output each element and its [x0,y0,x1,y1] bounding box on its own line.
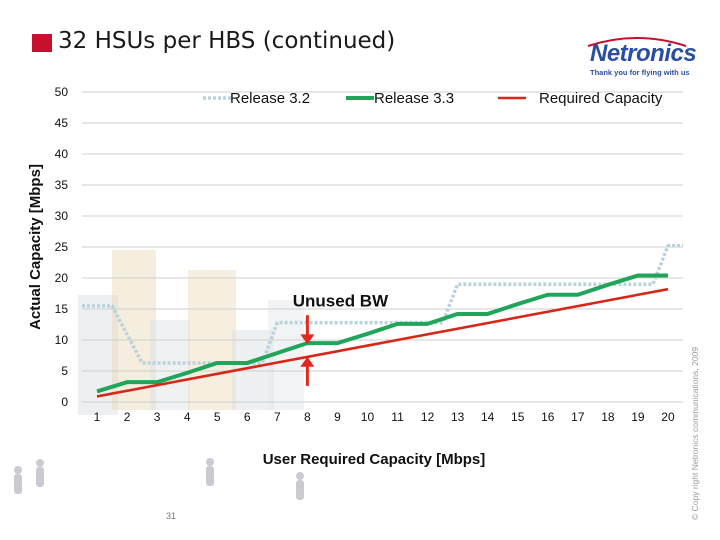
slide-title: 32 HSUs per HBS (continued) [58,28,396,54]
pedestrian-icon [14,466,22,474]
logo-tagline: Thank you for flying with us [590,68,690,77]
pedestrian-icon [296,472,304,480]
x-tick-label: 19 [631,410,645,424]
legend-label: Required Capacity [539,90,663,107]
chart-background [14,250,304,500]
y-tick-label: 10 [55,333,69,347]
y-tick-label: 30 [55,209,69,223]
copyright-notice: © Copy right Netronics communications, 2… [690,346,700,520]
x-tick-label: 17 [571,410,585,424]
netronics-logo: Netronics Thank you for flying with us [582,37,697,84]
y-tick-label: 15 [55,302,69,316]
x-axis-title: User Required Capacity [Mbps] [263,451,486,468]
pedestrian-icon [296,480,304,500]
y-tick-label: 35 [55,178,69,192]
legend-label: Release 3.3 [374,90,454,107]
pedestrian-icon [14,474,22,494]
x-tick-label: 11 [391,410,404,424]
series-line-release-3-3 [96,273,668,394]
x-axis-ticks: 1 2 3 4 5 6 7 8 9 10 11 12 13 14 15 16 17 18 19 20 [94,410,675,424]
y-tick-label: 45 [55,116,69,130]
arrowhead-icon [300,334,315,345]
x-tick-label: 3 [154,410,161,424]
x-tick-label: 20 [661,410,675,424]
chart-annotations: Unused BW [293,291,389,386]
y-tick-label: 50 [55,85,69,99]
y-tick-label: 5 [61,364,68,378]
chart-legend: Release 3.2 Release 3.3 Required Capacity [203,90,663,107]
y-axis-title: Actual Capacity [Mbps] [27,164,44,330]
title-bullet [32,34,52,52]
arrowhead-icon [300,356,315,367]
x-tick-label: 10 [361,410,375,424]
x-tick-label: 4 [184,410,191,424]
x-tick-label: 6 [244,410,251,424]
pedestrian-icon [206,466,214,486]
legend-label: Release 3.2 [230,90,310,107]
x-tick-label: 9 [334,410,341,424]
x-tick-label: 16 [541,410,555,424]
logo-swoosh-icon [587,37,687,47]
x-tick-label: 14 [481,410,495,424]
pedestrian-icon [36,459,44,467]
y-axis-ticks: 0 5 10 15 20 25 30 35 40 45 50 [55,85,69,409]
logo-name: Netronics [590,40,697,67]
chart-series [82,244,683,398]
x-tick-label: 7 [274,410,281,424]
y-tick-label: 25 [55,240,69,254]
x-tick-label: 15 [511,410,525,424]
pedestrian-icon [36,467,44,487]
series-line-required-capacity [96,287,669,398]
x-tick-label: 18 [601,410,615,424]
y-tick-label: 0 [61,395,68,409]
x-tick-label: 13 [451,410,465,424]
x-tick-label: 5 [214,410,221,424]
background-building [150,320,190,410]
y-tick-label: 20 [55,271,69,285]
chart-gridlines [82,91,683,403]
series-line-release-3-2 [82,244,683,365]
page-number: 31 [166,511,177,521]
pedestrian-icon [206,458,214,466]
unused-bw-label: Unused BW [293,291,389,310]
y-tick-label: 40 [55,147,69,161]
x-tick-label: 1 [94,410,101,424]
x-tick-label: 12 [421,410,435,424]
x-tick-label: 2 [124,410,131,424]
x-tick-label: 8 [304,410,311,424]
